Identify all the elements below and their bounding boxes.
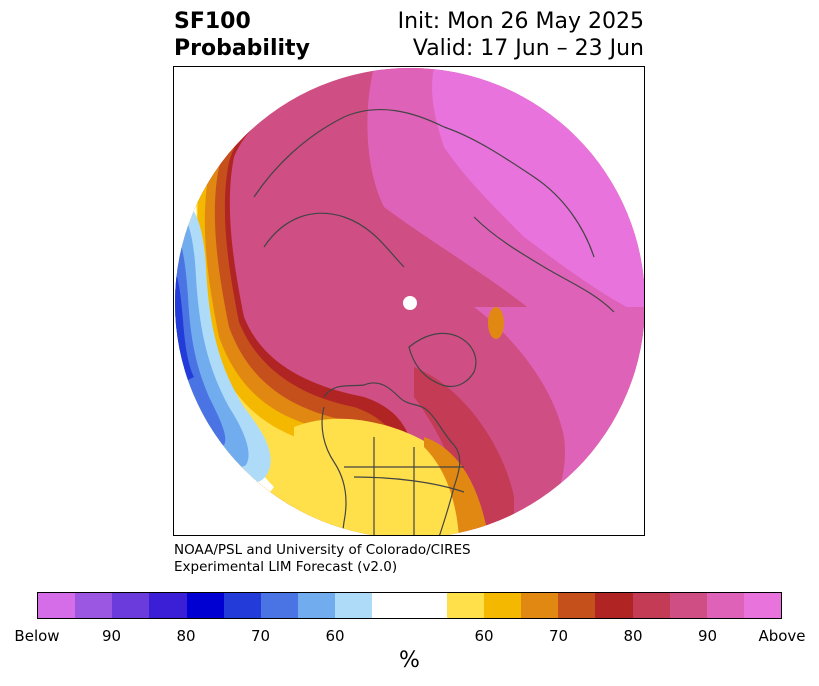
colorbar-tick-label: Below: [14, 627, 60, 645]
valid-range: Valid: 17 Jun – 23 Jun: [412, 36, 644, 61]
probability-map: [175, 68, 644, 535]
colorbar-segment: [706, 593, 744, 618]
colorbar-segment: [446, 593, 484, 618]
colorbar-tick-label: 70: [250, 627, 271, 645]
credit-text: NOAA/PSL and University of Colorado/CIRE…: [174, 542, 471, 576]
colorbar-unit: %: [399, 648, 420, 673]
colorbar-segment: [372, 593, 410, 618]
title-type: Probability: [174, 36, 310, 61]
north-pole-marker: [403, 296, 417, 310]
colorbar-ticks: Below 90 80 70 60 60 70 80 90 Above: [0, 627, 819, 647]
colorbar-tick-label: Above: [758, 627, 806, 645]
coastlines: [253, 108, 615, 535]
colorbar-segment: [75, 593, 113, 618]
colorbar-tick-label: 70: [548, 627, 569, 645]
colorbar: [37, 592, 782, 619]
colorbar-segment: [595, 593, 633, 618]
title-variable: SF100: [174, 9, 251, 34]
credit-line-2: Experimental LIM Forecast (v2.0): [174, 559, 398, 575]
colorbar-segment: [335, 593, 373, 618]
colorbar-tick-label: 60: [325, 627, 345, 645]
colorbar-segment: [743, 593, 782, 618]
field-below-50: [175, 197, 271, 483]
colorbar-segment: [186, 593, 224, 618]
colorbar-tick-label: 90: [101, 627, 122, 645]
colorbar-tick-label: 60: [474, 627, 494, 645]
colorbar-segment: [38, 593, 76, 618]
colorbar-segment: [260, 593, 299, 618]
map-title: SF100 Probability: [174, 8, 310, 62]
colorbar-tick-label: 80: [623, 627, 643, 645]
field-above-60-patch: [488, 307, 504, 339]
colorbar-tick-label: 80: [176, 627, 196, 645]
colorbar-segment: [409, 593, 447, 618]
colorbar-segment: [632, 593, 670, 618]
credit-line-1: NOAA/PSL and University of Colorado/CIRE…: [174, 542, 471, 558]
colorbar-segment: [112, 593, 150, 618]
init-date: Init: Mon 26 May 2025: [397, 9, 644, 34]
colorbar-segment: [669, 593, 707, 618]
field-above-60-namerica: [424, 437, 489, 535]
forecast-dates: Init: Mon 26 May 2025 Valid: 17 Jun – 23…: [398, 8, 644, 62]
colorbar-segment: [149, 593, 187, 618]
colorbar-segment: [521, 593, 559, 618]
colorbar-segment: [483, 593, 522, 618]
colorbar-tick-label: 90: [697, 627, 718, 645]
colorbar-segment: [223, 593, 261, 618]
colorbar-segment: [558, 593, 596, 618]
field-above-75-south: [414, 367, 514, 535]
colorbar-segment: [298, 593, 336, 618]
map-panel: [173, 66, 645, 536]
